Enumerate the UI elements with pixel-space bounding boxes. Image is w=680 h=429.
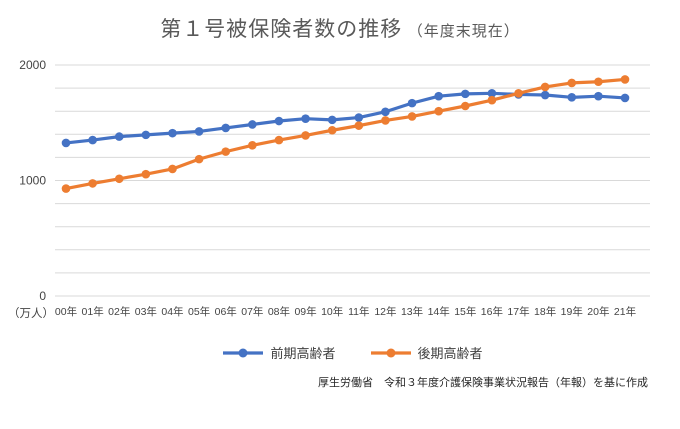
- series-1-marker: [594, 77, 603, 87]
- legend-item-0: 前期高齢者: [222, 343, 336, 362]
- series-1-marker: [567, 78, 577, 88]
- series-0-marker: [221, 123, 231, 133]
- chart-title-subtitle: （年度末現在）: [407, 23, 520, 40]
- legend-item-1: 後期高齢者: [370, 343, 483, 362]
- series-0-marker: [274, 116, 284, 126]
- x-axis-tick-label: 12年: [374, 305, 396, 318]
- legend-label: 後期高齢者: [417, 346, 483, 361]
- x-axis-tick-label: 01年: [82, 305, 104, 318]
- series-0-marker: [594, 91, 603, 101]
- source-note: 厚生労働省 令和３年度介護保険事業状況報告（年報）を基に作成: [318, 377, 648, 389]
- y-axis-tick-label: 1000: [19, 174, 46, 188]
- series-0-marker: [407, 98, 417, 108]
- x-axis-tick-label: 04年: [161, 305, 183, 318]
- series-1-marker: [434, 106, 443, 116]
- series-0-marker: [114, 132, 124, 141]
- y-axis-tick-label: 0: [39, 289, 46, 303]
- legend-marker-icon: [223, 348, 264, 357]
- x-axis-tick-label: 13年: [401, 305, 423, 318]
- series-1-marker: [301, 131, 310, 140]
- series-1-marker: [141, 169, 151, 179]
- x-axis-tick-label: 14年: [428, 305, 450, 318]
- series-1-marker: [540, 82, 550, 92]
- series-0-marker: [327, 115, 337, 125]
- series-1-marker: [514, 88, 523, 98]
- series-1-marker: [407, 112, 417, 121]
- series-1-marker: [354, 121, 364, 130]
- series-0-marker: [354, 113, 364, 122]
- series-1-marker: [168, 164, 177, 174]
- series-line-0: [65, 91, 626, 145]
- x-axis-tick-label: 16年: [481, 305, 503, 318]
- x-axis-tick-label: 15年: [454, 305, 476, 318]
- series-0-marker: [248, 120, 257, 129]
- x-axis-tick-label: 20年: [587, 305, 609, 318]
- x-axis-tick-label: 07年: [241, 305, 263, 318]
- chart-legend: 前期高齢者 後期高齢者: [55, 343, 650, 362]
- series-1-marker: [61, 184, 71, 193]
- series-0-marker: [540, 90, 550, 100]
- series-0-marker: [460, 89, 470, 99]
- y-axis-unit-label: （万人）: [8, 307, 54, 320]
- series-1-marker: [381, 116, 390, 125]
- series-0-marker: [168, 128, 177, 138]
- x-axis-tick-label: 19年: [561, 305, 583, 318]
- series-1-marker: [620, 75, 630, 84]
- series-0-marker: [301, 114, 310, 124]
- series-0-marker: [141, 130, 151, 140]
- series-0-marker: [567, 93, 577, 102]
- x-axis-tick-label: 11年: [348, 305, 369, 318]
- series-1-marker: [221, 147, 231, 156]
- series-0-marker: [88, 135, 97, 145]
- series-1-marker: [88, 179, 97, 188]
- y-axis-tick-label: 2000: [19, 58, 46, 72]
- x-axis-tick-label: 06年: [215, 305, 237, 318]
- x-axis-tick-label: 10年: [321, 305, 343, 318]
- series-1-marker: [194, 154, 204, 164]
- x-axis-tick-label: 18年: [534, 305, 556, 318]
- series-1-marker: [274, 135, 284, 145]
- series-0-marker: [194, 127, 204, 136]
- series-1-marker: [248, 140, 257, 150]
- series-0-marker: [434, 91, 443, 101]
- legend-marker-icon: [370, 348, 411, 357]
- x-axis-tick-label: 05年: [188, 305, 210, 318]
- series-0-marker: [381, 107, 390, 117]
- series-1-marker: [114, 174, 124, 184]
- series-0-marker: [487, 88, 497, 98]
- series-0-marker: [620, 93, 630, 103]
- series-0-marker: [61, 138, 71, 148]
- x-axis-tick-label: 17年: [507, 305, 529, 318]
- x-axis-tick-label: 08年: [268, 305, 290, 318]
- series-line-1: [65, 77, 626, 191]
- series-1-marker: [460, 101, 470, 111]
- x-axis-tick-label: 21年: [614, 305, 636, 318]
- chart-title-main: 第１号被保険者数の推移: [160, 18, 403, 41]
- chart-title: 第１号被保険者数の推移 （年度末現在）: [0, 13, 680, 43]
- x-axis-tick-label: 03年: [135, 305, 157, 318]
- x-axis-tick-label: 09年: [294, 305, 316, 318]
- legend-label: 前期高齢者: [270, 346, 336, 361]
- x-axis-tick-label: 02年: [108, 305, 130, 318]
- series-1-marker: [327, 125, 337, 135]
- x-axis-tick-label: 00年: [55, 305, 77, 318]
- series-1-marker: [487, 95, 497, 105]
